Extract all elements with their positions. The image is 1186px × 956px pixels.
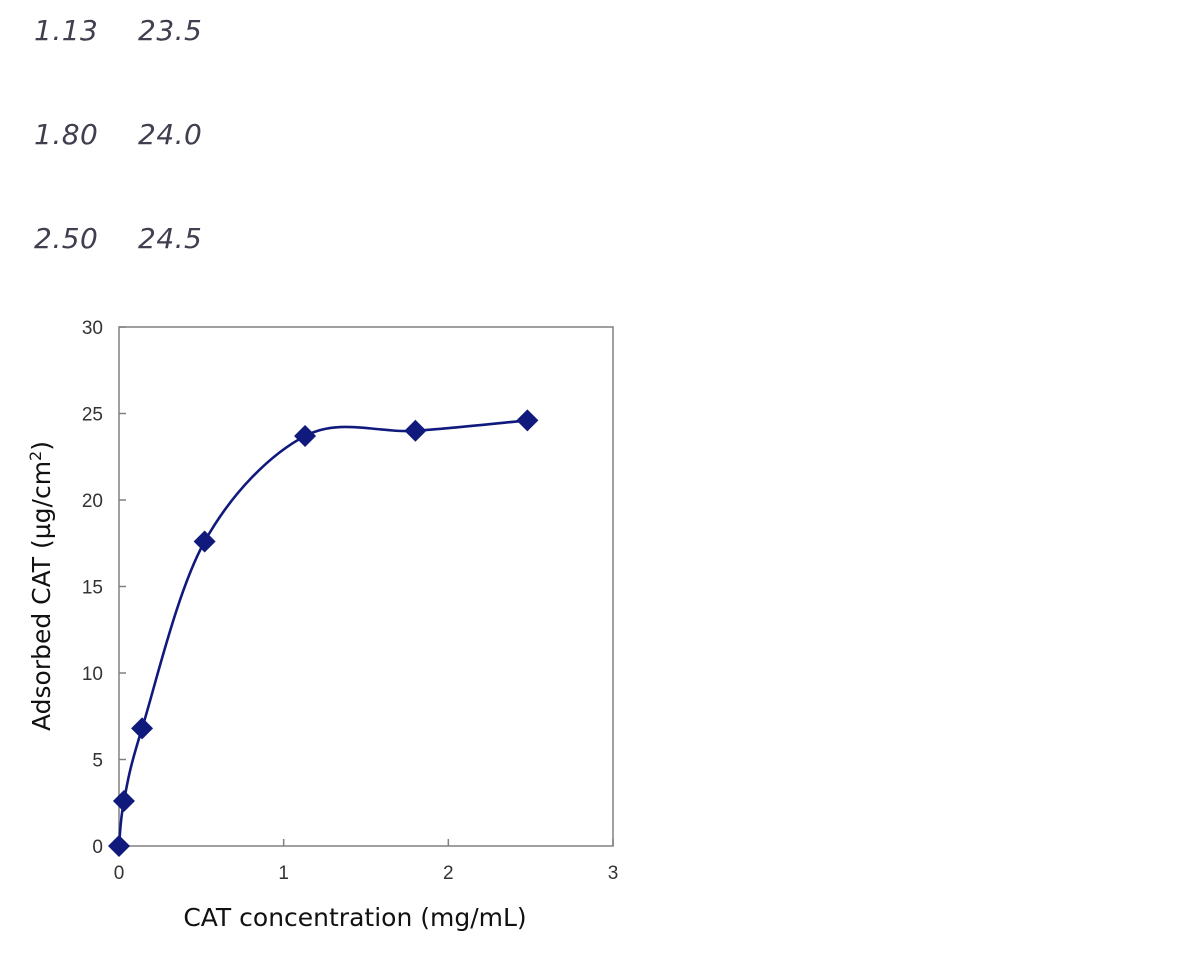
y-axis-ticks: 0 5 10 15 20 25 30 [82, 318, 126, 858]
y-tick-label: 30 [82, 318, 103, 339]
x-axis-title: CAT concentration (mg/mL) [183, 903, 526, 932]
y-axis-title-close: ) [27, 441, 56, 451]
y-axis-title: Adsorbed CAT (µg/cm2) [26, 441, 56, 731]
concentration-value: 1.80 [34, 118, 99, 151]
data-point-marker [108, 835, 130, 857]
y-axis-title-superscript: 2 [26, 451, 45, 461]
plot-frame [118, 326, 614, 847]
adsorbed-value: 24.5 [138, 222, 203, 255]
y-tick-label: 5 [92, 751, 103, 772]
table-row: 2.50 24.5 [34, 222, 202, 255]
data-point-marker [193, 530, 216, 553]
data-point-marker [112, 790, 135, 813]
data-point-marker [131, 717, 154, 740]
y-tick-label: 15 [82, 578, 103, 599]
y-axis-title-main: Adsorbed CAT (µg/cm [27, 461, 56, 731]
table-row: 1.80 24.0 [34, 118, 202, 151]
adsorbed-value: 23.5 [138, 14, 203, 47]
x-tick-label: 3 [608, 863, 619, 884]
data-table: 1.13 23.5 1.80 24.0 2.50 24.5 [0, 0, 400, 280]
x-tick-label: 0 [114, 863, 125, 884]
series-line [117, 419, 528, 847]
data-point-marker [294, 424, 317, 447]
data-point-marker [404, 419, 427, 442]
series-markers [108, 409, 539, 857]
adsorbed-value: 24.0 [138, 118, 203, 151]
y-tick-label: 10 [82, 664, 103, 685]
y-tick-label: 25 [82, 405, 103, 426]
y-tick-label: 0 [92, 837, 103, 858]
x-tick-label: 1 [278, 863, 289, 884]
concentration-value: 2.50 [34, 222, 99, 255]
x-tick-label: 2 [443, 863, 454, 884]
adsorption-chart: 0 5 10 15 20 25 30 0 1 2 3 CAT concentration (mg/… [26, 318, 619, 932]
y-tick-label: 20 [82, 491, 103, 512]
data-point-marker [516, 409, 539, 432]
concentration-value: 1.13 [34, 14, 99, 47]
table-row: 1.13 23.5 [34, 14, 202, 47]
